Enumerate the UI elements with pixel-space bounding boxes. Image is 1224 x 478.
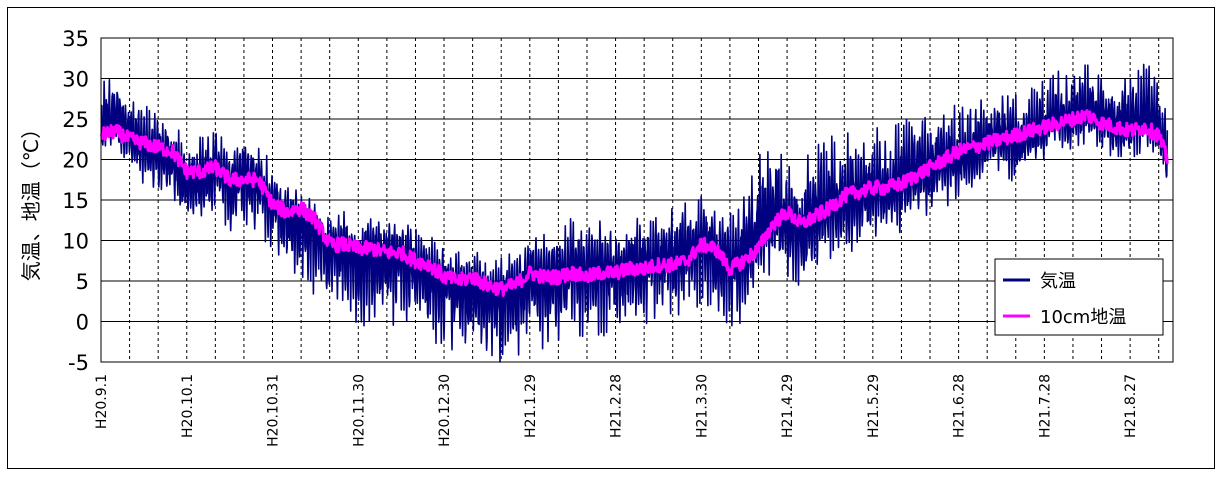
x-tick-label: H20.10.1 (180, 374, 196, 438)
series-soil-temp-line (99, 109, 1169, 297)
x-tick-label: H20.10.31 (266, 374, 282, 447)
y-tick-label: -5 (68, 351, 89, 375)
x-tick-label: H21.3.30 (694, 374, 710, 438)
y-tick-labels: 35 30 25 20 15 10 5 0 -5 (62, 27, 89, 375)
x-tick-label: H21.7.28 (1037, 374, 1053, 438)
y-tick-label: 30 (62, 68, 89, 92)
y-tick-label: 25 (62, 108, 89, 132)
y-tick-label: 35 (62, 27, 89, 51)
y-tick-label: 20 (62, 149, 89, 173)
legend-label-soil-temp: 10cm地温 (1040, 307, 1126, 328)
y-axis-title: 気温、地温（℃） (19, 119, 43, 281)
series-air-temp-line (100, 63, 1169, 363)
x-tick-label: H21.6.28 (952, 374, 968, 438)
plot-border (100, 37, 1174, 363)
x-tick-label: H21.8.27 (1123, 374, 1139, 438)
series-layer (99, 63, 1169, 363)
legend-box (994, 258, 1164, 336)
legend-label-air-temp: 気温 (1040, 271, 1076, 292)
x-tick-label: H20.9.1 (94, 374, 110, 429)
x-tick-label: H21.5.29 (866, 374, 882, 438)
x-tick-label: H21.2.28 (609, 374, 625, 438)
y-tick-label: 5 (76, 270, 89, 294)
x-tick-labels: H20.9.1 H20.10.1 H20.10.31 H20.11.30 H20.12.… (94, 374, 1139, 447)
y-tick-label: 0 (76, 311, 89, 335)
y-tick-label: 15 (62, 189, 89, 213)
x-tick-label: H21.1.29 (523, 374, 539, 438)
x-tick-label: H20.12.30 (437, 374, 453, 447)
legend: 気温 10cm地温 (994, 258, 1164, 336)
x-tick-label: H20.11.30 (351, 374, 367, 447)
x-tick-label: H21.4.29 (780, 374, 796, 438)
y-tick-label: 10 (62, 230, 89, 254)
